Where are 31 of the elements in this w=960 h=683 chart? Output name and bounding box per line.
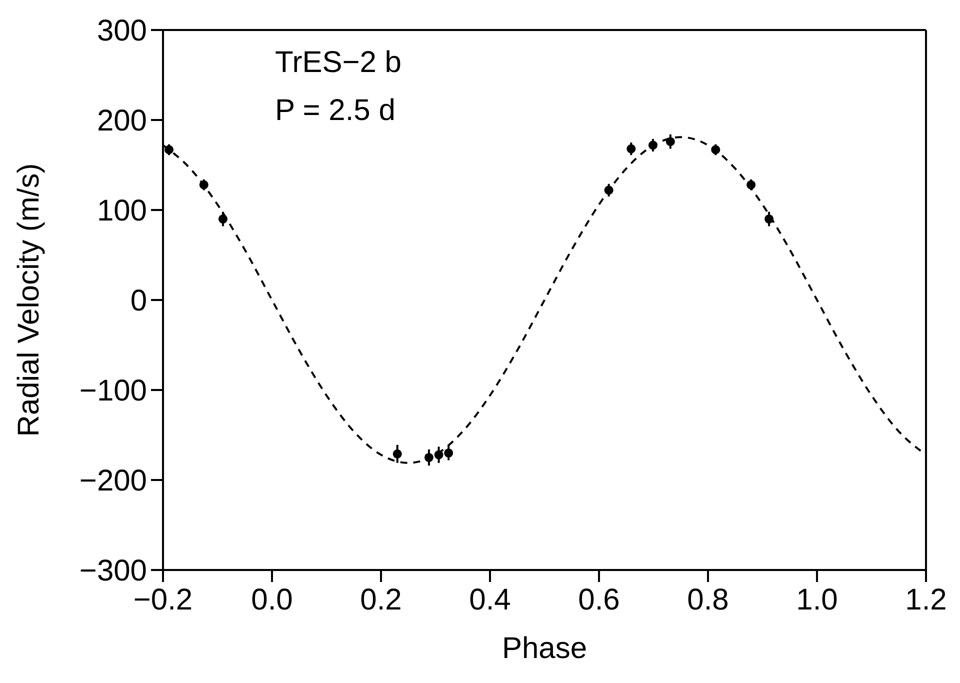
point (392, 449, 402, 458)
point (746, 180, 756, 190)
point (764, 214, 774, 224)
point (604, 186, 614, 195)
x-tick-label: 1.2 (905, 583, 947, 616)
point (199, 180, 208, 190)
point (218, 214, 228, 224)
x-tick-label: 0.6 (578, 583, 620, 616)
point (666, 137, 675, 146)
point (424, 452, 434, 462)
annotation: TrES−2 b (275, 46, 402, 80)
y-tick-label: 300 (96, 14, 147, 48)
point (626, 144, 636, 154)
point (711, 145, 720, 154)
point (434, 450, 444, 460)
x-tick-label: 0.8 (687, 583, 729, 616)
y-tick-label: 100 (96, 194, 147, 228)
y-axis-title: Radial Velocity (m/s) (12, 163, 46, 437)
y-tick-label: −200 (79, 464, 147, 498)
x-tick-label: 0.0 (251, 583, 293, 616)
point (648, 140, 658, 150)
point (444, 448, 454, 458)
y-tick-label: 200 (96, 104, 147, 138)
x-tick-label: 1.0 (796, 583, 838, 616)
annotation: P = 2.5 d (275, 94, 396, 128)
x-axis-title: Phase (502, 632, 588, 665)
y-tick-label: 0 (130, 284, 147, 318)
y-tick-label: −100 (79, 374, 147, 408)
x-tick-label: 0.2 (360, 583, 402, 616)
x-tick-label: 0.4 (469, 583, 511, 616)
point (164, 145, 174, 154)
